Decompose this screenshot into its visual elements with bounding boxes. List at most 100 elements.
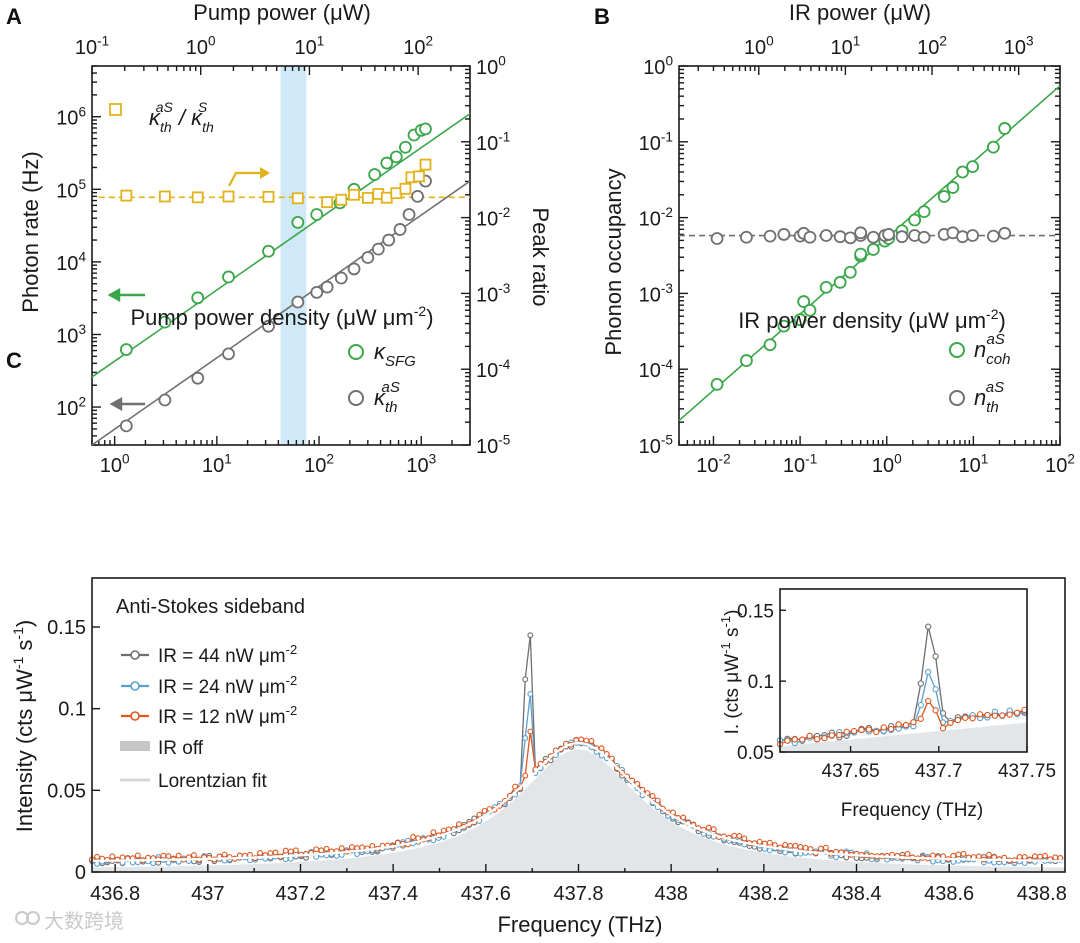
data-point — [854, 226, 868, 240]
data-point — [382, 233, 396, 247]
data-point-square — [321, 196, 334, 209]
data-point — [866, 230, 880, 244]
inset-data-point — [902, 721, 910, 729]
legend-marker — [130, 650, 140, 660]
y2-tick-label: 10-2 — [476, 205, 510, 230]
data-point — [960, 850, 967, 857]
inset-data-point — [984, 711, 991, 719]
data-point — [348, 844, 355, 851]
arrow-right-icon — [228, 171, 262, 187]
inset-data-point — [1013, 709, 1021, 716]
inset-data-point — [917, 715, 924, 722]
inset-data-point — [991, 712, 999, 719]
data-point — [710, 378, 724, 391]
data-point-square — [120, 189, 133, 202]
x-tick-label: 436.8 — [90, 883, 140, 905]
data-point — [287, 848, 294, 855]
data-point — [705, 824, 712, 831]
data-point-square — [158, 190, 171, 203]
data-point — [763, 338, 777, 352]
data-point — [777, 319, 791, 333]
data-point — [359, 844, 366, 851]
data-point — [419, 122, 432, 136]
inset-data-point — [976, 711, 984, 718]
data-point — [950, 852, 957, 859]
data-point — [782, 849, 789, 856]
data-point — [389, 150, 403, 164]
data-point-square — [380, 191, 393, 204]
data-point — [175, 852, 182, 859]
data-point — [904, 851, 911, 857]
data-point — [573, 737, 580, 744]
y-tick-label: 10-3 — [639, 281, 673, 306]
data-point — [282, 856, 289, 863]
data-point — [908, 213, 922, 227]
data-point-square — [399, 182, 412, 195]
data-point — [338, 845, 345, 852]
inset-series-line — [779, 626, 1025, 742]
data-point — [150, 860, 157, 867]
data-point — [430, 829, 437, 836]
plot-frame — [91, 577, 1066, 873]
arrow-left-icon — [109, 396, 145, 412]
data-point — [119, 419, 133, 433]
legend-label: ncohaS — [974, 331, 1010, 368]
data-point — [310, 285, 324, 299]
data-point — [986, 140, 1000, 154]
legend-swatch-ir-off — [120, 741, 150, 751]
legend-label: IR = 12 nW μm-2 — [158, 703, 297, 728]
inset-data-point — [954, 716, 961, 724]
data-point — [1052, 854, 1059, 861]
data-point — [866, 243, 880, 256]
x-tick-label: 437.6 — [461, 883, 511, 905]
inset-data-point — [932, 707, 939, 714]
data-point — [522, 735, 529, 742]
data-point — [313, 846, 320, 853]
data-point — [158, 315, 172, 329]
data-point — [950, 858, 957, 865]
data-point — [833, 230, 847, 244]
data-point — [634, 780, 641, 787]
data-point — [221, 851, 228, 858]
data-point — [680, 814, 687, 821]
y2-tick-label: 10-3 — [476, 281, 510, 306]
data-point — [291, 295, 305, 309]
data-point — [334, 271, 348, 285]
data-point — [257, 849, 264, 856]
legend-marker — [130, 711, 140, 721]
data-point — [262, 319, 275, 333]
inset-data-point — [865, 726, 873, 733]
plot-frame — [678, 65, 1061, 446]
data-point — [371, 242, 385, 256]
plot-frame — [91, 65, 471, 446]
legend-label-ir-off: IR off — [158, 738, 204, 759]
data-point — [393, 223, 407, 236]
data-point-square — [335, 193, 348, 206]
top-tick-label: 102 — [403, 34, 433, 59]
x-tick-label: 103 — [406, 452, 436, 477]
data-point — [310, 208, 324, 221]
data-point — [292, 847, 299, 854]
data-point — [456, 821, 462, 828]
legend-marker-square — [109, 103, 122, 116]
data-point — [882, 228, 895, 241]
panel-b-bottom-axis-title: IR power density (μW μm-2) — [738, 306, 1006, 333]
y-tick-label: 103 — [56, 322, 86, 347]
data-point — [731, 832, 738, 839]
data-point — [527, 691, 534, 697]
inset-y-tick-label: 0.15 — [737, 601, 774, 622]
data-point-square — [262, 190, 275, 203]
data-point — [512, 783, 518, 790]
lorentzian-fit-line — [92, 741, 1065, 862]
x-tick-label: 101 — [202, 452, 232, 477]
inset-y-axis-title: I. (cts μW-1 s-1) — [718, 610, 743, 735]
y-tick-label: 100 — [643, 54, 673, 79]
watermark-text: 大数跨境 — [44, 909, 124, 933]
fit-line — [91, 180, 471, 446]
data-point — [975, 853, 982, 860]
data-point — [476, 811, 483, 818]
data-point — [740, 230, 753, 244]
data-point — [843, 231, 857, 245]
legend-label: κthaS — [374, 379, 400, 416]
